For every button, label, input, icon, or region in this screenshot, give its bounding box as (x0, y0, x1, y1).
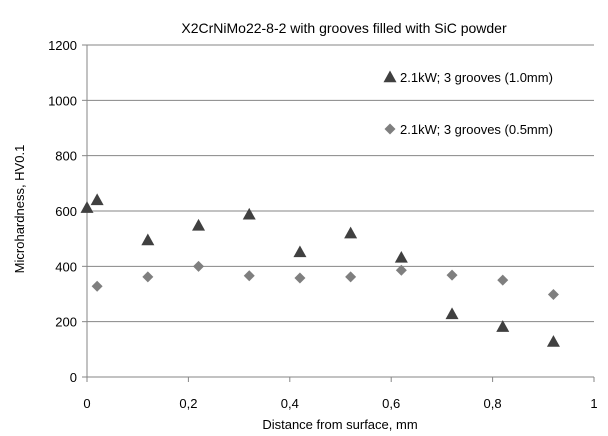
y-tick-label: 400 (55, 259, 77, 274)
legend-marker-triangle (383, 70, 397, 83)
data-point-triangle (394, 250, 408, 263)
data-point-diamond (345, 271, 357, 283)
x-tick-label: 0,6 (382, 396, 400, 411)
data-point-triangle (242, 207, 256, 220)
data-point-triangle (445, 307, 459, 320)
legend-marker-diamond (384, 123, 396, 135)
x-tick-label: 0,2 (179, 396, 197, 411)
legend-entry: 2.1kW; 3 grooves (0.5mm) (400, 122, 553, 137)
y-tick-label: 1200 (48, 38, 77, 53)
data-point-diamond (395, 264, 407, 276)
data-point-triangle (192, 218, 206, 231)
data-point-diamond (547, 289, 559, 301)
y-axis-label: Microhardness, HV0.1 (12, 145, 27, 274)
x-tick-label: 1 (590, 396, 597, 411)
x-axis-label: Distance from surface, mm (262, 417, 417, 432)
data-point-triangle (80, 201, 94, 213)
y-tick-label: 1000 (48, 93, 77, 108)
gridlines (87, 44, 594, 323)
data-point-diamond (142, 271, 154, 283)
data-point-triangle (90, 193, 104, 206)
y-tick-label: 600 (55, 204, 77, 219)
data-point-triangle (496, 320, 510, 332)
legend: 2.1kW; 3 grooves (1.0mm) 2.1kW; 3 grooves… (383, 70, 553, 137)
y-tick-labels: 0 200 400 600 800 1000 1200 (48, 38, 77, 385)
data-point-diamond (243, 270, 255, 282)
data-point-triangle (141, 233, 155, 246)
data-point-diamond (91, 280, 103, 292)
x-tick-labels: 0 0,2 0,4 0,6 0,8 1 (83, 396, 597, 411)
data-point-diamond (497, 274, 509, 286)
y-tick-label: 0 (70, 370, 77, 385)
x-tick-label: 0,8 (484, 396, 502, 411)
x-tick-label: 0,4 (281, 396, 299, 411)
y-tick-label: 200 (55, 315, 77, 330)
data-points (80, 193, 560, 347)
data-point-triangle (344, 226, 358, 239)
legend-entry: 2.1kW; 3 grooves (1.0mm) (400, 70, 553, 85)
x-tick-label: 0 (83, 396, 90, 411)
y-tick-label: 800 (55, 149, 77, 164)
data-point-triangle (293, 245, 307, 258)
data-point-triangle (546, 335, 560, 347)
data-point-diamond (294, 272, 306, 284)
chart-title: X2CrNiMo22-8-2 with grooves filled with … (181, 20, 507, 36)
data-point-diamond (446, 269, 458, 281)
data-point-diamond (193, 260, 205, 272)
